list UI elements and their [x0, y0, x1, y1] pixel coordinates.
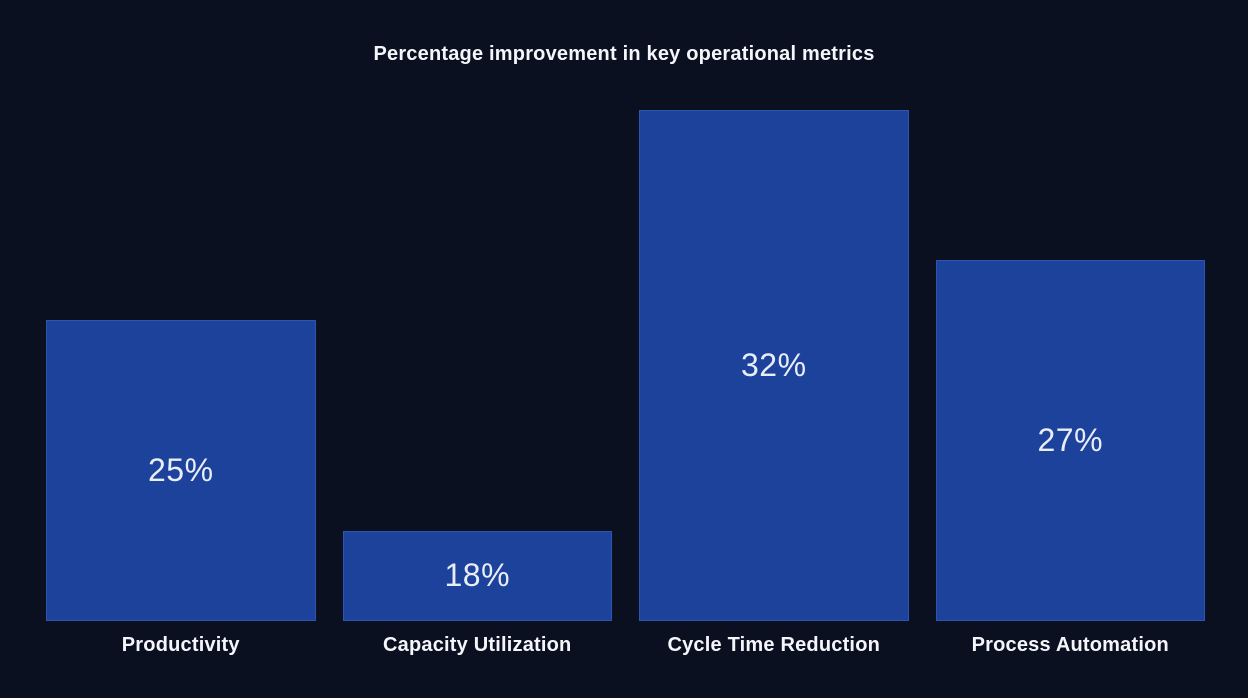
bar-cycle-time-reduction: 32%	[639, 110, 909, 621]
bar-value-label: 27%	[1037, 422, 1104, 459]
bar-capacity-utilization: 18%	[342, 530, 612, 621]
bar-value-label: 32%	[740, 347, 807, 384]
bar-value-label: 25%	[147, 452, 214, 489]
chart-title: Percentage improvement in key operationa…	[373, 43, 875, 65]
bar-value-label: 18%	[444, 557, 511, 594]
x-axis: Productivity Capacity Utilization Cycle Ti…	[46, 634, 1205, 657]
bar-productivity: 25%	[46, 320, 316, 621]
plot-area: 25% 18% 32% 27%	[46, 80, 1205, 621]
bar-process-automation: 27%	[935, 260, 1205, 621]
x-axis-label-process-automation: Process Automation	[971, 634, 1169, 656]
x-axis-label-productivity: Productivity	[121, 634, 240, 656]
x-axis-label-cycle-time-reduction: Cycle Time Reduction	[667, 634, 881, 656]
x-axis-label-capacity-utilization: Capacity Utilization	[383, 634, 572, 656]
